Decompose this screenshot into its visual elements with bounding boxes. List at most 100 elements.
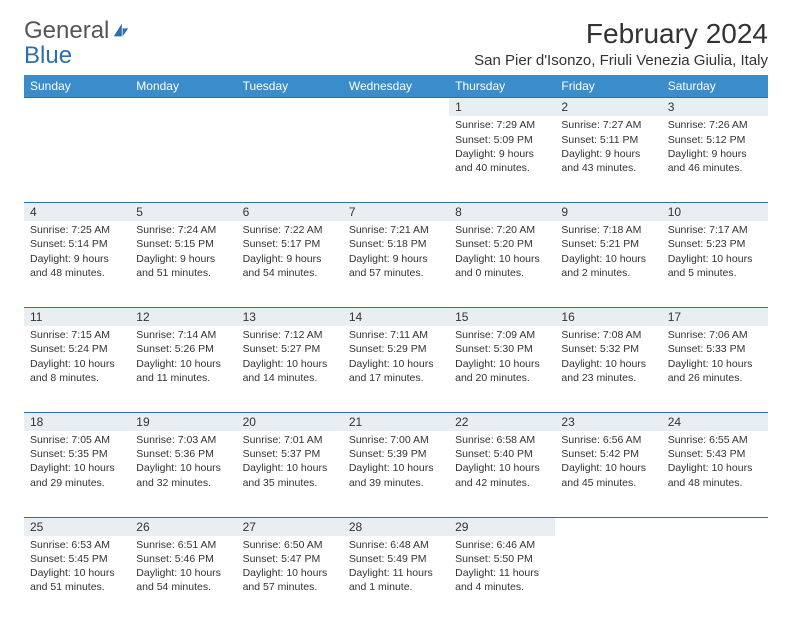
day-number: 5 bbox=[130, 203, 236, 221]
day-number-cell: 5 bbox=[130, 202, 236, 221]
day-number-cell: 8 bbox=[449, 202, 555, 221]
day-number: 13 bbox=[237, 308, 343, 326]
day-number-cell: 7 bbox=[343, 202, 449, 221]
day-cell: Sunrise: 7:00 AMSunset: 5:39 PMDaylight:… bbox=[343, 431, 449, 517]
weekday-header: Friday bbox=[555, 75, 661, 98]
day-number: 21 bbox=[343, 413, 449, 431]
day-cell: Sunrise: 7:21 AMSunset: 5:18 PMDaylight:… bbox=[343, 221, 449, 307]
day-details: Sunrise: 7:01 AMSunset: 5:37 PMDaylight:… bbox=[237, 431, 343, 494]
day-number-cell bbox=[24, 98, 130, 117]
day-details: Sunrise: 7:06 AMSunset: 5:33 PMDaylight:… bbox=[662, 326, 768, 389]
day-number: 3 bbox=[662, 98, 768, 116]
day-number: 22 bbox=[449, 413, 555, 431]
calendar-table: SundayMondayTuesdayWednesdayThursdayFrid… bbox=[24, 75, 768, 622]
brand-logo: GeneralBlue bbox=[24, 18, 131, 68]
day-cell: Sunrise: 7:05 AMSunset: 5:35 PMDaylight:… bbox=[24, 431, 130, 517]
day-number: 17 bbox=[662, 308, 768, 326]
day-number-cell bbox=[343, 98, 449, 117]
day-details: Sunrise: 7:26 AMSunset: 5:12 PMDaylight:… bbox=[662, 116, 768, 179]
day-number: 8 bbox=[449, 203, 555, 221]
day-cell: Sunrise: 6:48 AMSunset: 5:49 PMDaylight:… bbox=[343, 536, 449, 622]
day-number: 15 bbox=[449, 308, 555, 326]
day-cell bbox=[343, 116, 449, 202]
day-details: Sunrise: 6:55 AMSunset: 5:43 PMDaylight:… bbox=[662, 431, 768, 494]
day-details: Sunrise: 7:21 AMSunset: 5:18 PMDaylight:… bbox=[343, 221, 449, 284]
day-number-cell: 21 bbox=[343, 412, 449, 431]
day-cell: Sunrise: 7:24 AMSunset: 5:15 PMDaylight:… bbox=[130, 221, 236, 307]
day-number: 4 bbox=[24, 203, 130, 221]
day-number-cell: 20 bbox=[237, 412, 343, 431]
weekday-header: Tuesday bbox=[237, 75, 343, 98]
day-cell: Sunrise: 6:51 AMSunset: 5:46 PMDaylight:… bbox=[130, 536, 236, 622]
day-details: Sunrise: 6:58 AMSunset: 5:40 PMDaylight:… bbox=[449, 431, 555, 494]
day-number-cell: 16 bbox=[555, 307, 661, 326]
day-number-cell: 25 bbox=[24, 517, 130, 536]
day-cell bbox=[662, 536, 768, 622]
day-details: Sunrise: 7:11 AMSunset: 5:29 PMDaylight:… bbox=[343, 326, 449, 389]
day-number-cell: 6 bbox=[237, 202, 343, 221]
day-number: 6 bbox=[237, 203, 343, 221]
day-number-cell: 22 bbox=[449, 412, 555, 431]
header: GeneralBlue February 2024 San Pier d'Iso… bbox=[24, 18, 768, 69]
day-cell: Sunrise: 7:01 AMSunset: 5:37 PMDaylight:… bbox=[237, 431, 343, 517]
day-cell: Sunrise: 6:55 AMSunset: 5:43 PMDaylight:… bbox=[662, 431, 768, 517]
day-details: Sunrise: 7:00 AMSunset: 5:39 PMDaylight:… bbox=[343, 431, 449, 494]
sail-icon bbox=[111, 18, 131, 43]
weekday-header: Thursday bbox=[449, 75, 555, 98]
day-cell: Sunrise: 7:14 AMSunset: 5:26 PMDaylight:… bbox=[130, 326, 236, 412]
day-number: 9 bbox=[555, 203, 661, 221]
day-details: Sunrise: 6:46 AMSunset: 5:50 PMDaylight:… bbox=[449, 536, 555, 599]
day-cell: Sunrise: 6:53 AMSunset: 5:45 PMDaylight:… bbox=[24, 536, 130, 622]
day-cell: Sunrise: 7:08 AMSunset: 5:32 PMDaylight:… bbox=[555, 326, 661, 412]
day-details: Sunrise: 6:53 AMSunset: 5:45 PMDaylight:… bbox=[24, 536, 130, 599]
day-details: Sunrise: 6:56 AMSunset: 5:42 PMDaylight:… bbox=[555, 431, 661, 494]
day-number-cell: 4 bbox=[24, 202, 130, 221]
day-details: Sunrise: 6:51 AMSunset: 5:46 PMDaylight:… bbox=[130, 536, 236, 599]
day-number-cell: 29 bbox=[449, 517, 555, 536]
day-number-cell: 27 bbox=[237, 517, 343, 536]
day-number: 11 bbox=[24, 308, 130, 326]
day-number: 7 bbox=[343, 203, 449, 221]
day-number-cell: 28 bbox=[343, 517, 449, 536]
day-details: Sunrise: 7:14 AMSunset: 5:26 PMDaylight:… bbox=[130, 326, 236, 389]
day-details: Sunrise: 7:20 AMSunset: 5:20 PMDaylight:… bbox=[449, 221, 555, 284]
weekday-header: Wednesday bbox=[343, 75, 449, 98]
day-details: Sunrise: 6:48 AMSunset: 5:49 PMDaylight:… bbox=[343, 536, 449, 599]
day-number-cell: 11 bbox=[24, 307, 130, 326]
day-cell bbox=[555, 536, 661, 622]
day-details: Sunrise: 7:09 AMSunset: 5:30 PMDaylight:… bbox=[449, 326, 555, 389]
day-number-cell: 24 bbox=[662, 412, 768, 431]
day-cell: Sunrise: 7:11 AMSunset: 5:29 PMDaylight:… bbox=[343, 326, 449, 412]
day-number-cell: 23 bbox=[555, 412, 661, 431]
day-number: 19 bbox=[130, 413, 236, 431]
day-number: 28 bbox=[343, 518, 449, 536]
day-details: Sunrise: 7:24 AMSunset: 5:15 PMDaylight:… bbox=[130, 221, 236, 284]
day-number: 23 bbox=[555, 413, 661, 431]
day-number: 24 bbox=[662, 413, 768, 431]
day-number-cell bbox=[662, 517, 768, 536]
page-subtitle: San Pier d'Isonzo, Friuli Venezia Giulia… bbox=[474, 52, 768, 69]
day-number-cell: 1 bbox=[449, 98, 555, 117]
day-number: 25 bbox=[24, 518, 130, 536]
day-details: Sunrise: 7:18 AMSunset: 5:21 PMDaylight:… bbox=[555, 221, 661, 284]
day-number: 12 bbox=[130, 308, 236, 326]
brand-part1: General bbox=[24, 17, 109, 44]
day-details: Sunrise: 7:17 AMSunset: 5:23 PMDaylight:… bbox=[662, 221, 768, 284]
day-number: 20 bbox=[237, 413, 343, 431]
day-details: Sunrise: 7:22 AMSunset: 5:17 PMDaylight:… bbox=[237, 221, 343, 284]
day-cell: Sunrise: 6:46 AMSunset: 5:50 PMDaylight:… bbox=[449, 536, 555, 622]
day-details: Sunrise: 6:50 AMSunset: 5:47 PMDaylight:… bbox=[237, 536, 343, 599]
day-details: Sunrise: 7:03 AMSunset: 5:36 PMDaylight:… bbox=[130, 431, 236, 494]
day-cell bbox=[237, 116, 343, 202]
day-cell: Sunrise: 7:17 AMSunset: 5:23 PMDaylight:… bbox=[662, 221, 768, 307]
day-cell bbox=[130, 116, 236, 202]
day-cell: Sunrise: 6:58 AMSunset: 5:40 PMDaylight:… bbox=[449, 431, 555, 517]
day-number-cell bbox=[555, 517, 661, 536]
page-title: February 2024 bbox=[474, 18, 768, 50]
day-cell: Sunrise: 7:18 AMSunset: 5:21 PMDaylight:… bbox=[555, 221, 661, 307]
day-details: Sunrise: 7:27 AMSunset: 5:11 PMDaylight:… bbox=[555, 116, 661, 179]
day-cell: Sunrise: 7:26 AMSunset: 5:12 PMDaylight:… bbox=[662, 116, 768, 202]
day-details: Sunrise: 7:05 AMSunset: 5:35 PMDaylight:… bbox=[24, 431, 130, 494]
day-number-cell: 26 bbox=[130, 517, 236, 536]
calendar-head: SundayMondayTuesdayWednesdayThursdayFrid… bbox=[24, 75, 768, 98]
